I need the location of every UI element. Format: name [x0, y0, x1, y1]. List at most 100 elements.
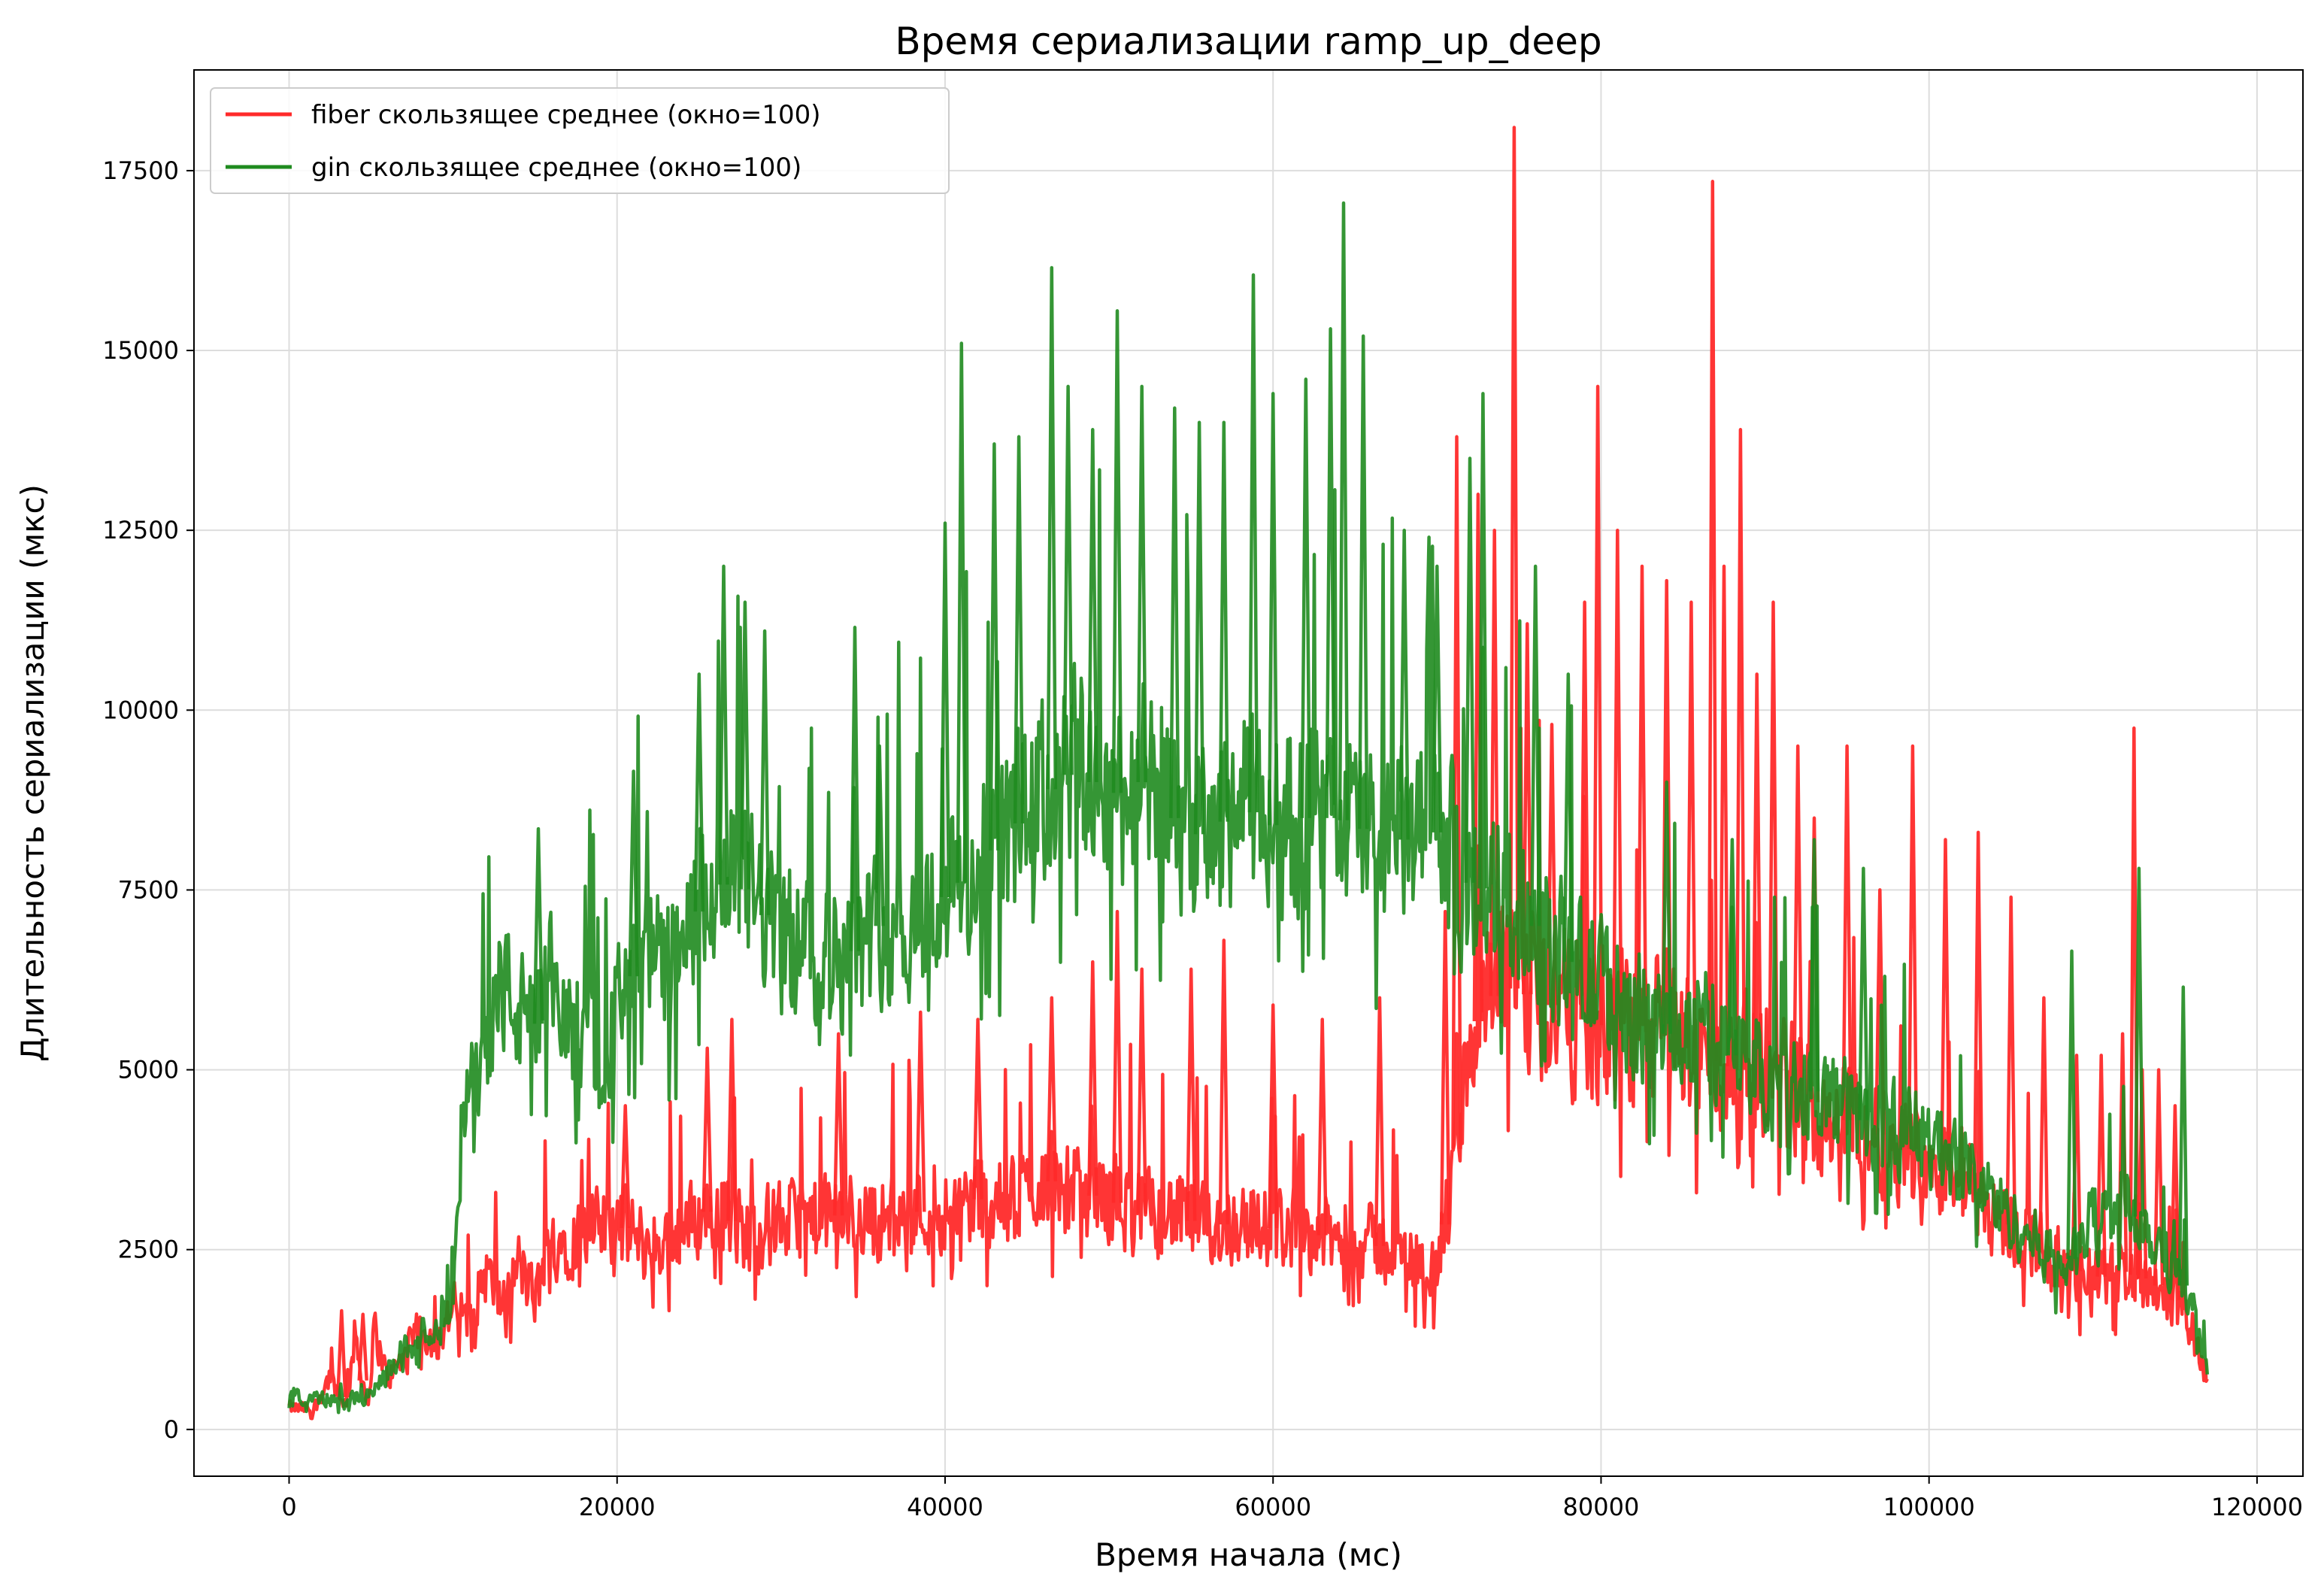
series-spike-1	[718, 564, 729, 885]
series-spike-1	[1218, 420, 1230, 822]
series-spike-1	[1062, 384, 1074, 775]
series-spike-0	[1218, 939, 1230, 1225]
series-spike-0	[336, 1308, 347, 1397]
x-tick-label: 120000	[2211, 1493, 2303, 1521]
y-tick-label: 17500	[102, 156, 179, 185]
series-spike-1	[874, 744, 885, 926]
series-spike-1	[1013, 435, 1025, 824]
series-spike-1	[1247, 273, 1259, 813]
series-spike-0	[1267, 1003, 1279, 1229]
y-tick-label: 2500	[118, 1236, 179, 1264]
series-spike-0	[1636, 564, 1648, 1033]
series-spike-0	[1707, 180, 1719, 1062]
series-spike-0	[2153, 1068, 2165, 1286]
series-spike-1	[1087, 428, 1098, 783]
series-spike-0	[1136, 967, 1147, 1214]
y-tick-label: 10000	[102, 696, 179, 724]
legend-label-fiber: fiber скользящее среднее (окно=100)	[311, 100, 821, 130]
series-spike-1	[1169, 406, 1180, 818]
series-spike-1	[1477, 392, 1489, 889]
y-axis-label: Длительность сериализации (мкс)	[14, 484, 51, 1062]
ticks: 0 20000 40000 60000 80000 100000 120000 0 2500 50…	[102, 156, 2303, 1521]
series-spike-0	[1686, 600, 1697, 1048]
series-spike-0	[1972, 830, 1984, 1196]
series-spike-1	[1325, 327, 1336, 818]
series-spike-0	[915, 1010, 926, 1212]
series-spike-1	[693, 672, 705, 912]
series-spike-1	[1111, 309, 1123, 793]
series-spike-1	[1046, 265, 1058, 790]
series-spike-0	[1111, 909, 1123, 1203]
series-spike-1	[849, 626, 861, 951]
series-spike-0	[972, 1017, 983, 1199]
series-spike-1	[1562, 672, 1574, 963]
series-spike-1	[956, 341, 968, 883]
series-spike-0	[726, 1017, 738, 1221]
series-spike-1	[2066, 949, 2077, 1260]
series-line-1	[287, 468, 2210, 1415]
x-axis-label: Время начала (мс)	[1095, 1536, 1402, 1573]
series-spike-1	[939, 521, 951, 898]
series-spike-0	[832, 1032, 844, 1216]
series-spike-1	[1398, 528, 1410, 840]
series-spike-1	[2133, 866, 2145, 1217]
x-tick-label: 20000	[579, 1493, 656, 1521]
series-spike-0	[1718, 564, 1730, 1066]
series-spike-0	[1940, 838, 1951, 1167]
x-tick-label: 100000	[1883, 1493, 1975, 1521]
series-spike-1	[1464, 456, 1476, 883]
series-spike-0	[701, 1046, 713, 1212]
legend-box	[210, 87, 950, 194]
x-tick-label: 0	[281, 1493, 296, 1521]
series-spike-1	[739, 600, 751, 890]
series-spike-0	[1185, 967, 1197, 1221]
series-spike-0	[2005, 895, 2016, 1225]
series-spike-1	[628, 769, 639, 977]
series-spike-1	[989, 442, 1000, 851]
plot-frame	[193, 69, 2304, 1477]
series-spike-0	[1751, 672, 1762, 1070]
series-spike-1	[1858, 866, 1869, 1120]
y-tick-label: 15000	[102, 336, 179, 365]
y-tick-label: 5000	[118, 1056, 179, 1084]
series-layer	[287, 126, 2210, 1421]
series-spike-0	[2038, 996, 2050, 1250]
series-spike-1	[1300, 378, 1312, 818]
y-tick-label: 12500	[102, 516, 179, 544]
series-spike-1	[532, 826, 544, 1024]
x-tick-label: 80000	[1563, 1493, 1640, 1521]
series-spike-1	[1357, 334, 1369, 829]
y-tick-label: 0	[164, 1415, 179, 1444]
legend-label-gin: gin скользящее среднее (окно=100)	[311, 153, 801, 183]
x-tick-label: 60000	[1235, 1493, 1311, 1521]
series-spike-1	[1338, 201, 1350, 820]
series-spike-1	[2177, 985, 2189, 1286]
y-tick-label: 7500	[118, 875, 179, 904]
series-spike-0	[1907, 744, 1919, 1149]
series-spike-0	[1046, 996, 1058, 1181]
x-tick-label: 40000	[907, 1493, 983, 1521]
series-spike-0	[1087, 960, 1098, 1196]
series-spike-1	[1193, 420, 1205, 835]
series-spike-0	[1439, 909, 1451, 1225]
series-spike-0	[1317, 1017, 1328, 1236]
series-spike-1	[1267, 392, 1279, 826]
series-spike-0	[357, 1312, 368, 1381]
series-spike-0	[1841, 744, 1853, 1120]
legend: fiber скользящее среднее (окно=100) gin …	[210, 87, 950, 194]
chart-title: Время сериализации ramp_up_deep	[895, 20, 1601, 63]
series-spike-0	[1792, 744, 1804, 1092]
series-spike-0	[1579, 600, 1590, 1020]
series-spike-0	[620, 1104, 631, 1229]
series-spike-1	[1432, 564, 1443, 832]
series-spike-1	[1661, 780, 1672, 1034]
series-spike-0	[1592, 384, 1604, 1026]
series-spike-0	[1735, 428, 1747, 1070]
series-spike-1	[1808, 838, 1820, 1092]
series-spike-0	[1374, 996, 1386, 1246]
series-spike-0	[1508, 126, 1520, 989]
series-spike-0	[1612, 528, 1623, 1031]
series-spike-1	[759, 629, 771, 915]
series-spike-1	[1726, 838, 1738, 1056]
